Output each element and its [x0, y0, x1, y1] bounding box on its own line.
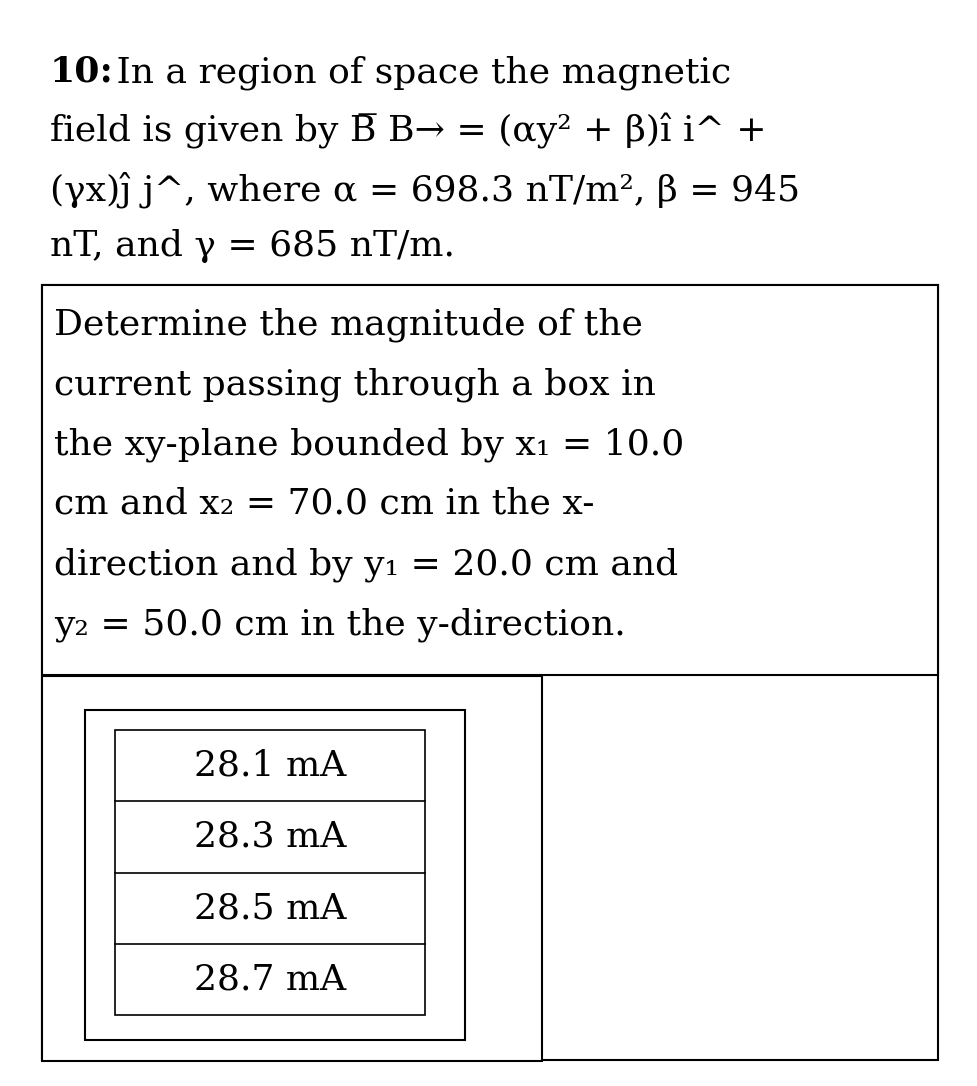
Bar: [85, 710, 464, 1040]
Text: direction and by y₁ = 20.0 cm and: direction and by y₁ = 20.0 cm and: [54, 547, 677, 581]
Bar: [115, 730, 425, 1015]
Text: nT, and γ = 685 nT/m.: nT, and γ = 685 nT/m.: [50, 229, 454, 263]
Text: (γx)ĵ j^, where α = 698.3 nT/m², β = 945: (γx)ĵ j^, where α = 698.3 nT/m², β = 945: [50, 171, 799, 207]
Bar: [42, 285, 937, 675]
Text: Determine the magnitude of the: Determine the magnitude of the: [54, 307, 642, 341]
Text: y₂ = 50.0 cm in the y-direction.: y₂ = 50.0 cm in the y-direction.: [54, 607, 625, 642]
Text: In a region of space the magnetic: In a region of space the magnetic: [105, 55, 731, 89]
Text: field is given by B̅ B→ = (αy² + β)î i^ +: field is given by B̅ B→ = (αy² + β)î i^ …: [50, 113, 766, 149]
Text: current passing through a box in: current passing through a box in: [54, 367, 656, 402]
Text: 28.1 mA: 28.1 mA: [193, 748, 346, 783]
Text: 28.3 mA: 28.3 mA: [193, 820, 346, 854]
Text: the xy-plane bounded by x₁ = 10.0: the xy-plane bounded by x₁ = 10.0: [54, 427, 684, 462]
Text: 28.5 mA: 28.5 mA: [193, 892, 346, 925]
Bar: [42, 675, 541, 1061]
Bar: [42, 285, 937, 1060]
Text: 10:: 10:: [50, 55, 113, 89]
Text: cm and x₂ = 70.0 cm in the x-: cm and x₂ = 70.0 cm in the x-: [54, 487, 594, 521]
Text: 28.7 mA: 28.7 mA: [193, 962, 346, 996]
